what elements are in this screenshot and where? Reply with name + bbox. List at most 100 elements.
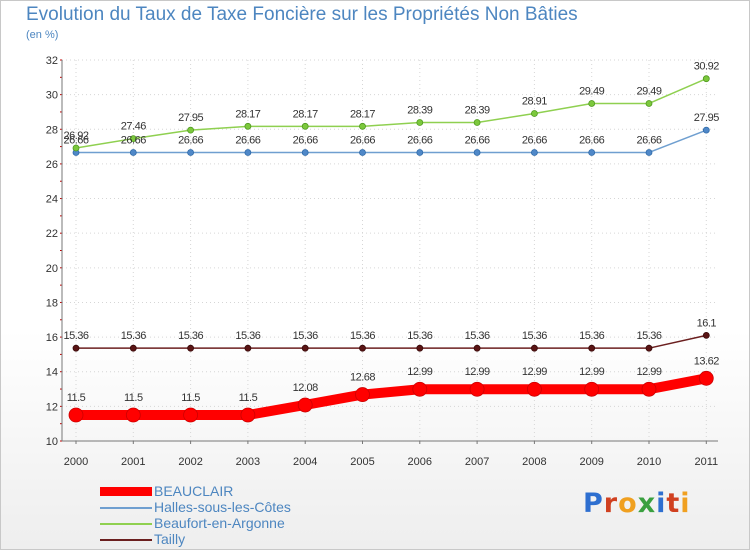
data-label-beauclair: 12.08 [293,382,318,394]
legend-swatch [100,539,152,541]
data-point-tailly [359,344,366,352]
x-tick-label: 2007 [465,456,489,468]
legend-swatch [100,507,152,509]
data-label-beauclair: 11.5 [181,392,200,404]
data-point-halles-sous-les-cotes [301,149,309,156]
logo-letter: r [603,488,619,519]
data-point-halles-sous-les-cotes [187,149,195,156]
data-point-halles-sous-les-cotes [645,149,653,156]
axes: 10 12 14 16 18 20 22 24 26 28 30 32 2000 2001 2002 2003… [46,55,718,468]
y-tick-label: 28 [46,124,58,136]
data-point-beaufort-en-argonne [473,119,481,126]
data-label-beaufort-en-argonne: 27.95 [178,112,203,124]
data-point-beaufort-en-argonne [531,110,538,117]
data-label-beauclair: 11.5 [124,392,143,404]
data-label-halles-sous-les-cotes: 26.66 [522,134,547,146]
data-point-tailly [531,344,538,352]
data-point-tailly [702,331,710,339]
x-tick-label: 2010 [637,456,661,468]
data-labels: 15.36 15.36 15.36 15.36 15.36 15.36 15.36 15.36… [63,61,719,404]
x-tick-label: 2005 [350,456,374,468]
data-label-halles-sous-les-cotes: 26.66 [350,134,375,146]
data-point-tailly [244,344,252,352]
data-label-tailly: 15.36 [465,330,490,342]
data-label-tailly: 15.36 [407,330,432,342]
data-label-beaufort-en-argonne: 28.39 [407,105,432,117]
data-point-beaufort-en-argonne [645,100,653,107]
logo-letter: i [656,488,667,519]
data-point-beaufort-en-argonne [244,122,252,130]
proxiti-logo: Proxiti [583,488,691,519]
data-point-tailly [645,344,653,352]
logo-letter: P [583,488,604,519]
data-label-beaufort-en-argonne: 28.17 [293,108,318,120]
data-point-beauclair [412,381,428,397]
logo-letter: o [618,488,638,519]
data-label-tailly: 15.36 [235,330,260,342]
data-point-tailly [129,344,137,352]
data-label-tailly: 15.36 [293,330,318,342]
legend-swatch [100,523,152,525]
data-point-beaufort-en-argonne [359,122,366,130]
data-label-tailly: 15.36 [579,330,604,342]
x-tick-label: 2011 [694,456,718,468]
data-point-halles-sous-les-cotes [359,149,366,156]
y-tick-label: 30 [46,90,58,102]
data-point-beauclair [183,407,199,423]
x-tick-label: 2004 [293,456,317,468]
legend-label: Halles-sous-les-Côtes [154,499,291,515]
data-label-beauclair: 12.99 [407,366,432,378]
data-label-beauclair: 12.68 [350,372,375,384]
data-label-halles-sous-les-cotes: 26.66 [121,134,146,146]
data-point-beaufort-en-argonne [416,119,424,126]
chart-title: Evolution du Taux de Taxe Foncière sur l… [26,4,578,25]
series-group [68,75,714,423]
y-tick-label: 10 [46,436,58,448]
data-label-halles-sous-les-cotes: 26.66 [465,134,490,146]
data-label-beaufort-en-argonne: 28.91 [522,96,547,108]
data-point-beaufort-en-argonne [702,75,710,83]
legend-label: Beaufort-en-Argonne [154,515,285,531]
logo-letter: t [666,488,681,519]
data-point-tailly [187,344,195,352]
data-point-halles-sous-les-cotes [531,149,538,156]
legend-label: Tailly [154,531,186,547]
logo-letter: i [680,488,691,519]
data-point-halles-sous-les-cotes [244,149,252,156]
legend-label: BEAUCLAIR [154,483,234,499]
data-point-beauclair [68,407,84,423]
data-point-beaufort-en-argonne [129,135,137,143]
y-tick-label: 22 [46,228,58,240]
data-label-tailly: 15.36 [350,330,375,342]
x-tick-label: 2003 [236,456,260,468]
data-label-beauclair: 12.99 [522,366,547,378]
data-label-tailly: 15.36 [636,330,661,342]
data-label-beauclair: 12.99 [465,366,490,378]
data-point-beauclair [527,381,542,397]
legend-swatch [100,487,152,496]
x-tick-label: 2006 [408,456,432,468]
data-label-beauclair: 11.5 [239,392,258,404]
data-label-halles-sous-les-cotes: 26.66 [63,134,88,146]
data-label-beauclair: 13.62 [694,355,719,367]
data-label-beaufort-en-argonne: 30.92 [694,61,719,73]
y-tick-label: 24 [46,194,58,206]
series-line-beauclair [71,373,712,421]
data-label-beaufort-en-argonne: 28.17 [235,108,260,120]
data-point-halles-sous-les-cotes [129,149,137,156]
data-label-beauclair: 12.99 [579,366,604,378]
x-tick-label: 2000 [64,456,88,468]
data-point-beaufort-en-argonne [187,126,195,134]
data-point-beaufort-en-argonne [301,122,309,130]
data-point-beauclair [469,381,485,397]
data-label-halles-sous-les-cotes: 26.66 [293,134,318,146]
data-point-beauclair [584,381,600,397]
data-label-tailly: 15.36 [63,330,88,342]
y-tick-label: 14 [46,367,58,379]
y-tick-label: 20 [46,263,58,275]
data-label-beaufort-en-argonne: 28.17 [350,108,375,120]
data-label-beaufort-en-argonne: 28.39 [465,105,490,117]
x-tick-label: 2008 [522,456,546,468]
